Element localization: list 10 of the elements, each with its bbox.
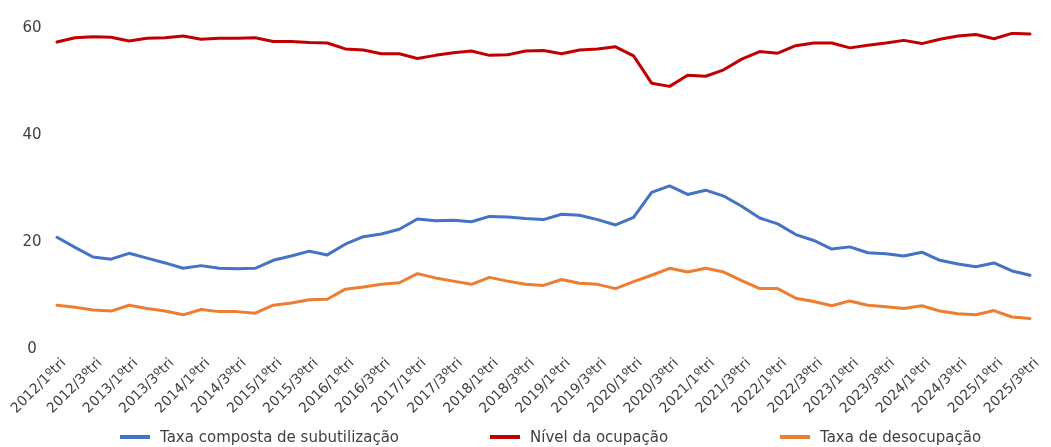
line-series [55, 184, 1032, 277]
legend-label: Taxa composta de subutilização [159, 428, 400, 447]
legend-label: Nível da ocupação [530, 428, 669, 447]
legend-label: Taxa de desocupação [819, 428, 982, 447]
y-tick-label: 60 [22, 18, 42, 37]
y-tick-label: 20 [22, 232, 42, 251]
y-tick-label: 0 [27, 339, 37, 358]
line-series [55, 31, 1032, 88]
line-series [55, 266, 1032, 321]
y-tick-label: 40 [22, 125, 42, 144]
